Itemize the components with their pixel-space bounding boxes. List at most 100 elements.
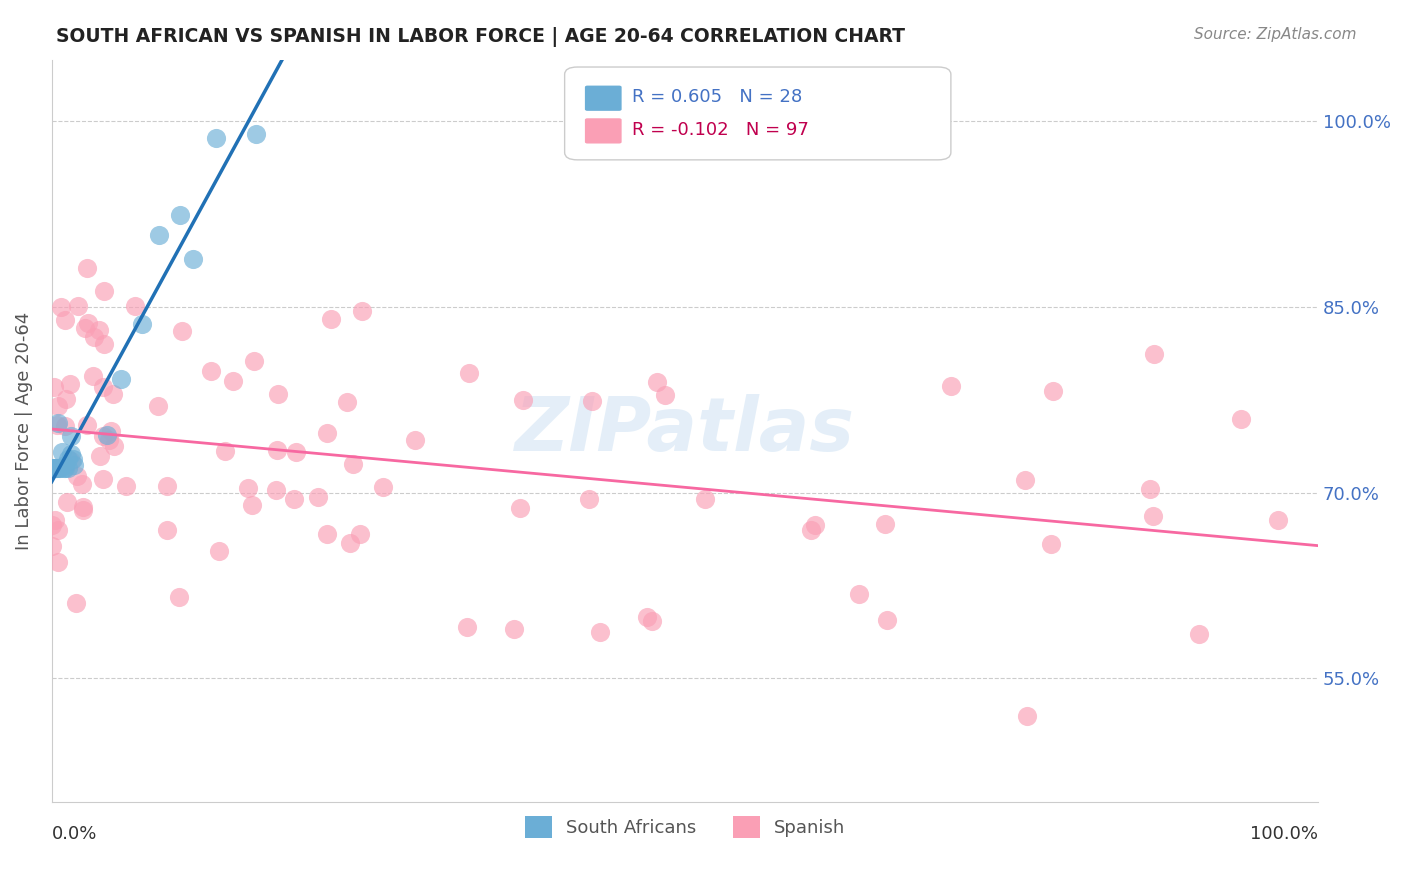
- Point: [63, 458, 86, 472]
- Point: [457, 367, 479, 381]
- Point: [214, 444, 236, 458]
- Point: [124, 299, 146, 313]
- Point: [803, 517, 825, 532]
- Point: [342, 457, 364, 471]
- Point: [65, 596, 87, 610]
- Point: [44, 461, 66, 475]
- Point: [131, 317, 153, 331]
- Point: [636, 610, 658, 624]
- Point: [941, 379, 963, 393]
- Point: [45, 461, 67, 475]
- Point: [72, 500, 94, 515]
- Point: [91, 472, 114, 486]
- Point: [59, 377, 82, 392]
- Point: [641, 614, 664, 628]
- Point: [875, 516, 897, 531]
- Point: [41, 518, 63, 533]
- Point: [70, 476, 93, 491]
- Text: R = 0.605   N = 28: R = 0.605 N = 28: [631, 88, 801, 106]
- Point: [72, 503, 94, 517]
- Point: [316, 527, 339, 541]
- FancyBboxPatch shape: [585, 86, 621, 111]
- Point: [45, 418, 67, 433]
- Point: [285, 445, 308, 459]
- Point: [336, 395, 359, 409]
- Point: [156, 523, 179, 537]
- Point: [93, 380, 115, 394]
- Point: [266, 386, 288, 401]
- Point: [876, 613, 898, 627]
- Point: [103, 386, 125, 401]
- Point: [266, 483, 288, 498]
- Point: [654, 387, 676, 401]
- Y-axis label: In Labor Force | Age 20-64: In Labor Force | Age 20-64: [15, 312, 32, 550]
- Point: [46, 523, 69, 537]
- Point: [167, 591, 190, 605]
- Point: [55, 494, 77, 508]
- Point: [509, 501, 531, 516]
- Point: [110, 372, 132, 386]
- Point: [41, 461, 63, 475]
- Point: [349, 526, 371, 541]
- Text: 0.0%: 0.0%: [52, 824, 97, 843]
- Point: [76, 260, 98, 275]
- Point: [245, 127, 267, 141]
- Point: [200, 364, 222, 378]
- Point: [114, 479, 136, 493]
- Point: [53, 313, 76, 327]
- Point: [222, 374, 245, 388]
- Point: [146, 399, 169, 413]
- Point: [695, 491, 717, 506]
- Point: [1014, 474, 1036, 488]
- Point: [208, 543, 231, 558]
- Text: SOUTH AFRICAN VS SPANISH IN LABOR FORCE | AGE 20-64 CORRELATION CHART: SOUTH AFRICAN VS SPANISH IN LABOR FORCE …: [56, 27, 905, 46]
- Point: [89, 449, 111, 463]
- Point: [352, 303, 374, 318]
- FancyBboxPatch shape: [565, 67, 950, 160]
- Point: [44, 513, 66, 527]
- Point: [578, 491, 600, 506]
- Point: [73, 320, 96, 334]
- Point: [645, 376, 668, 390]
- Point: [87, 323, 110, 337]
- Point: [373, 480, 395, 494]
- Point: [97, 434, 120, 448]
- Point: [181, 252, 204, 267]
- Point: [46, 400, 69, 414]
- Text: Source: ZipAtlas.com: Source: ZipAtlas.com: [1194, 27, 1357, 42]
- Point: [96, 428, 118, 442]
- Text: 100.0%: 100.0%: [1250, 824, 1319, 843]
- Point: [1143, 347, 1166, 361]
- Point: [49, 300, 72, 314]
- Point: [48, 417, 70, 431]
- Point: [240, 499, 263, 513]
- Point: [44, 461, 66, 475]
- Point: [42, 461, 65, 475]
- Point: [59, 428, 82, 442]
- Point: [66, 300, 89, 314]
- Point: [1039, 537, 1062, 551]
- Point: [45, 461, 67, 475]
- Point: [799, 523, 821, 537]
- Point: [45, 461, 67, 475]
- Point: [48, 461, 70, 475]
- Point: [56, 461, 79, 475]
- Point: [41, 539, 63, 553]
- FancyBboxPatch shape: [585, 119, 621, 144]
- Point: [93, 284, 115, 298]
- Legend: South Africans, Spanish: South Africans, Spanish: [517, 809, 852, 846]
- Point: [76, 418, 98, 433]
- Point: [170, 324, 193, 338]
- Point: [404, 433, 426, 447]
- Point: [148, 227, 170, 242]
- Point: [204, 131, 226, 145]
- Text: ZIPatlas: ZIPatlas: [515, 394, 855, 467]
- Point: [100, 424, 122, 438]
- Point: [1017, 708, 1039, 723]
- Point: [82, 369, 104, 384]
- Point: [58, 452, 80, 467]
- Point: [55, 392, 77, 406]
- Point: [103, 438, 125, 452]
- Point: [1229, 411, 1251, 425]
- Point: [1188, 626, 1211, 640]
